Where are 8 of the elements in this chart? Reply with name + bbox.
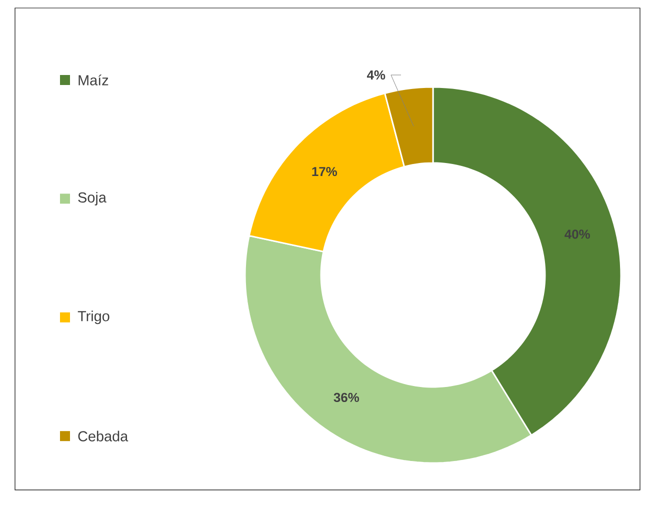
legend-label: Soja xyxy=(78,192,106,206)
data-label: 17% xyxy=(312,166,338,176)
data-label: 40% xyxy=(564,230,590,239)
data-label: 4% xyxy=(366,70,386,80)
data-label: 36% xyxy=(334,392,360,402)
legend-label: Maíz xyxy=(78,74,108,86)
legend-label: Cebada xyxy=(78,430,128,442)
legend-label: Trigo xyxy=(78,310,110,324)
